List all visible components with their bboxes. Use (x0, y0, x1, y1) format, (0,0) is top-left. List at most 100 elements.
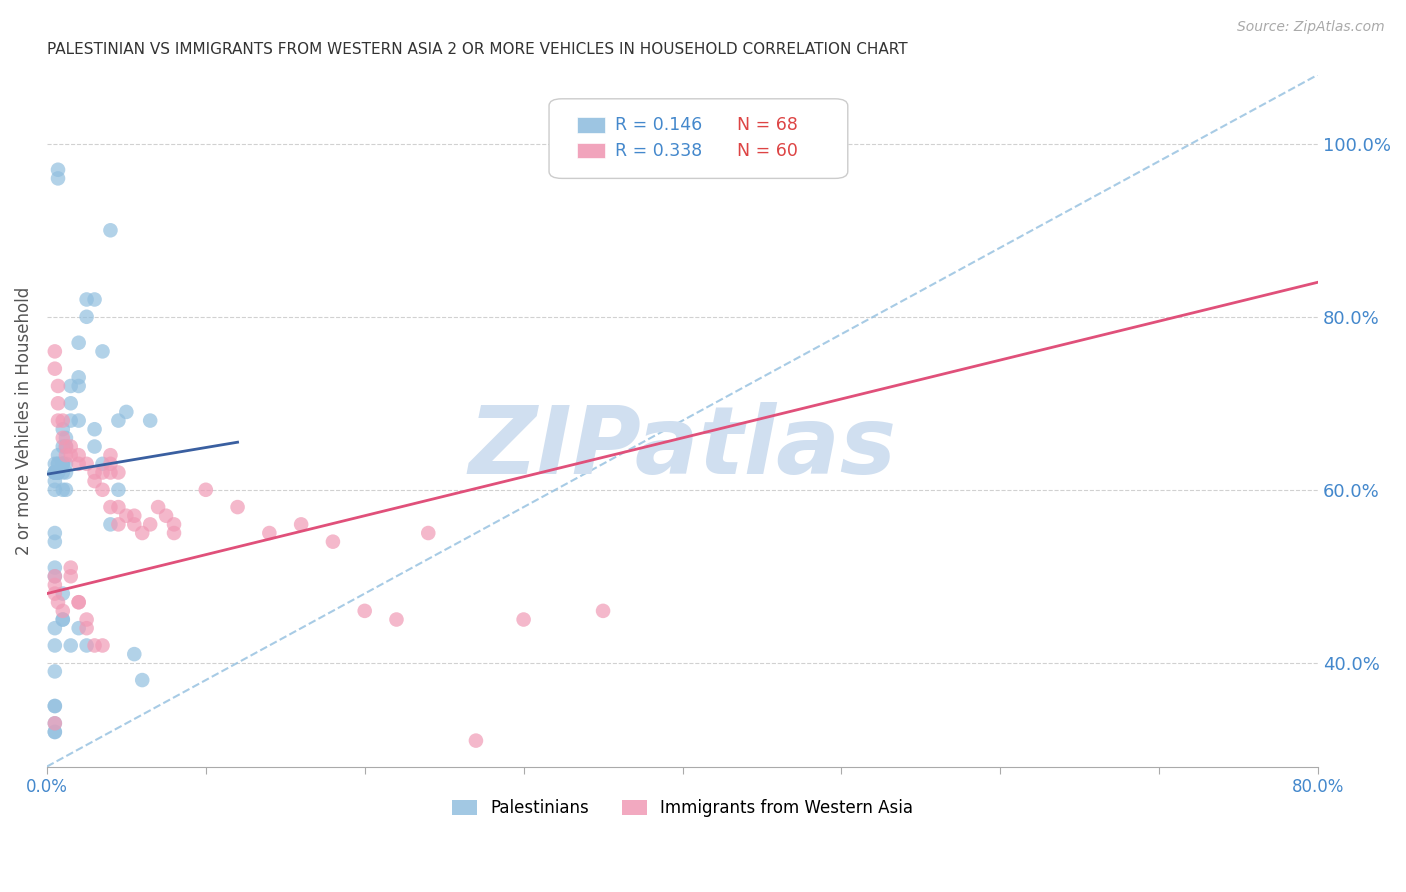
Point (418, 526, 440, 541)
Point (100, 500, 122, 514)
Point (124, 647, 146, 661)
Point (52, 422, 75, 436)
Point (44, 698, 66, 713)
Point (44, 534, 66, 549)
Point (76, 293, 98, 307)
Point (67, 595, 90, 609)
Point (107, 483, 129, 497)
Point (226, 500, 249, 514)
Point (671, 128, 693, 143)
Point (67, 621, 90, 635)
Point (592, 604, 614, 618)
Point (139, 414, 162, 428)
Point (59, 639, 82, 653)
Point (59, 560, 82, 574)
Point (44, 361, 66, 376)
Point (55, 448, 77, 462)
Text: R = 0.338: R = 0.338 (616, 142, 703, 160)
Point (146, 500, 169, 514)
Point (52, 613, 75, 627)
Point (52, 431, 75, 445)
Point (100, 448, 122, 462)
Point (46, 457, 69, 471)
Point (44, 569, 66, 583)
Point (46, 379, 69, 393)
Point (52, 457, 75, 471)
Point (46, 457, 69, 471)
Point (52, 440, 75, 454)
Point (55, 440, 77, 454)
Point (44, 560, 66, 574)
Point (67, 448, 90, 462)
Point (44, 466, 66, 480)
Point (353, 604, 375, 618)
Point (131, 673, 153, 687)
Point (124, 517, 146, 532)
Point (83, 293, 105, 307)
Point (46, 595, 69, 609)
Point (124, 508, 146, 523)
Y-axis label: 2 or more Vehicles in Household: 2 or more Vehicles in Household (15, 286, 32, 555)
Point (52, 604, 75, 618)
Point (46, 171, 69, 186)
Point (46, 396, 69, 410)
Point (44, 725, 66, 739)
Point (59, 396, 82, 410)
Point (131, 526, 153, 541)
Point (44, 483, 66, 497)
Point (55, 466, 77, 480)
FancyBboxPatch shape (576, 118, 605, 133)
Point (52, 613, 75, 627)
Point (44, 457, 66, 471)
Point (44, 569, 66, 583)
Point (55, 457, 77, 471)
Point (67, 595, 90, 609)
Point (59, 569, 82, 583)
Point (44, 526, 66, 541)
Point (44, 586, 66, 600)
Point (44, 466, 66, 480)
Point (44, 578, 66, 592)
Point (44, 716, 66, 731)
Point (465, 733, 488, 747)
Point (91, 639, 114, 653)
Point (259, 526, 281, 541)
Point (100, 223, 122, 237)
Text: PALESTINIAN VS IMMIGRANTS FROM WESTERN ASIA 2 OR MORE VEHICLES IN HOUSEHOLD CORR: PALESTINIAN VS IMMIGRANTS FROM WESTERN A… (46, 42, 907, 57)
Point (76, 457, 98, 471)
Point (100, 466, 122, 480)
Point (59, 440, 82, 454)
Point (59, 414, 82, 428)
Point (67, 379, 90, 393)
Text: Source: ZipAtlas.com: Source: ZipAtlas.com (1237, 20, 1385, 34)
Point (44, 698, 66, 713)
Point (44, 466, 66, 480)
Point (67, 335, 90, 350)
Point (52, 457, 75, 471)
Point (55, 440, 77, 454)
Point (44, 639, 66, 653)
Point (91, 466, 114, 480)
Text: N = 60: N = 60 (737, 142, 799, 160)
Text: ZIPatlas: ZIPatlas (468, 402, 897, 494)
Text: R = 0.146: R = 0.146 (616, 116, 703, 134)
Point (59, 448, 82, 462)
Point (67, 414, 90, 428)
Point (44, 466, 66, 480)
Point (115, 508, 138, 523)
Point (107, 517, 129, 532)
Point (44, 716, 66, 731)
Point (76, 639, 98, 653)
Point (107, 500, 129, 514)
Point (76, 613, 98, 627)
Point (115, 405, 138, 419)
Point (46, 448, 69, 462)
Point (385, 613, 408, 627)
Point (107, 466, 129, 480)
Point (44, 474, 66, 488)
Point (322, 534, 344, 549)
Text: N = 68: N = 68 (737, 116, 799, 134)
Point (163, 517, 186, 532)
Point (52, 483, 75, 497)
Point (44, 466, 66, 480)
